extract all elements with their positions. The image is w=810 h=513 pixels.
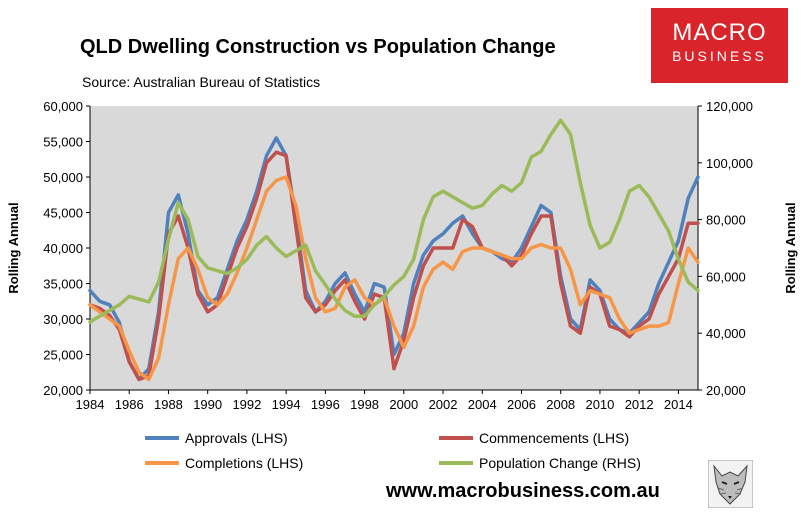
y2-tick-label: 40,000	[706, 326, 746, 341]
x-tick-label: 1994	[272, 397, 301, 412]
fox-icon	[708, 460, 753, 508]
y-tick-label: 20,000	[43, 383, 83, 398]
y2-axis-title: Rolling Annual	[783, 202, 798, 293]
x-tick-label: 1996	[311, 397, 340, 412]
legend-label-completions: Completions (LHS)	[185, 455, 303, 471]
chart-subtitle: Source: Australian Bureau of Statistics	[82, 74, 321, 90]
y2-tick-label: 20,000	[706, 383, 746, 398]
y2-tick-label: 80,000	[706, 213, 746, 228]
y-tick-label: 25,000	[43, 348, 83, 363]
x-tick-label: 2012	[625, 397, 654, 412]
x-tick-label: 2006	[507, 397, 536, 412]
x-tick-label: 1990	[193, 397, 222, 412]
x-tick-label: 1986	[115, 397, 144, 412]
x-tick-label: 1988	[154, 397, 183, 412]
x-tick-label: 1998	[350, 397, 379, 412]
y-tick-label: 40,000	[43, 241, 83, 256]
x-tick-label: 2000	[389, 397, 418, 412]
logo-line-1: MACRO	[672, 19, 767, 46]
y-tick-label: 55,000	[43, 135, 83, 150]
series-line-completions	[88, 175, 700, 382]
x-tick-label: 1984	[76, 397, 105, 412]
y-tick-label: 30,000	[43, 312, 83, 327]
y-tick-label: 35,000	[43, 277, 83, 292]
x-tick-label: 2004	[468, 397, 497, 412]
x-tick-label: 2014	[664, 397, 693, 412]
chart-title: QLD Dwelling Construction vs Population …	[80, 36, 556, 58]
x-tick-label: 2010	[585, 397, 614, 412]
y2-tick-label: 120,000	[706, 99, 753, 114]
y2-tick-label: 60,000	[706, 269, 746, 284]
website-url[interactable]: www.macrobusiness.com.au	[386, 480, 660, 502]
x-tick-label: 2002	[429, 397, 458, 412]
legend-label-commencements: Commencements (LHS)	[479, 430, 629, 446]
x-tick-label: 1992	[232, 397, 261, 412]
y2-tick-label: 100,000	[706, 156, 753, 171]
legend-label-approvals: Approvals (LHS)	[185, 430, 288, 446]
y-tick-label: 45,000	[43, 206, 83, 221]
macrobusiness-logo[interactable]: MACRO BUSINESS	[651, 8, 788, 83]
y-tick-label: 60,000	[43, 99, 83, 114]
y-axis-title: Rolling Annual	[6, 202, 21, 293]
legend-label-population-change: Population Change (RHS)	[479, 455, 641, 471]
x-tick-label: 2008	[546, 397, 575, 412]
y-tick-label: 50,000	[43, 170, 83, 185]
series-line-population-change	[88, 118, 700, 324]
logo-line-2: BUSINESS	[672, 48, 767, 64]
